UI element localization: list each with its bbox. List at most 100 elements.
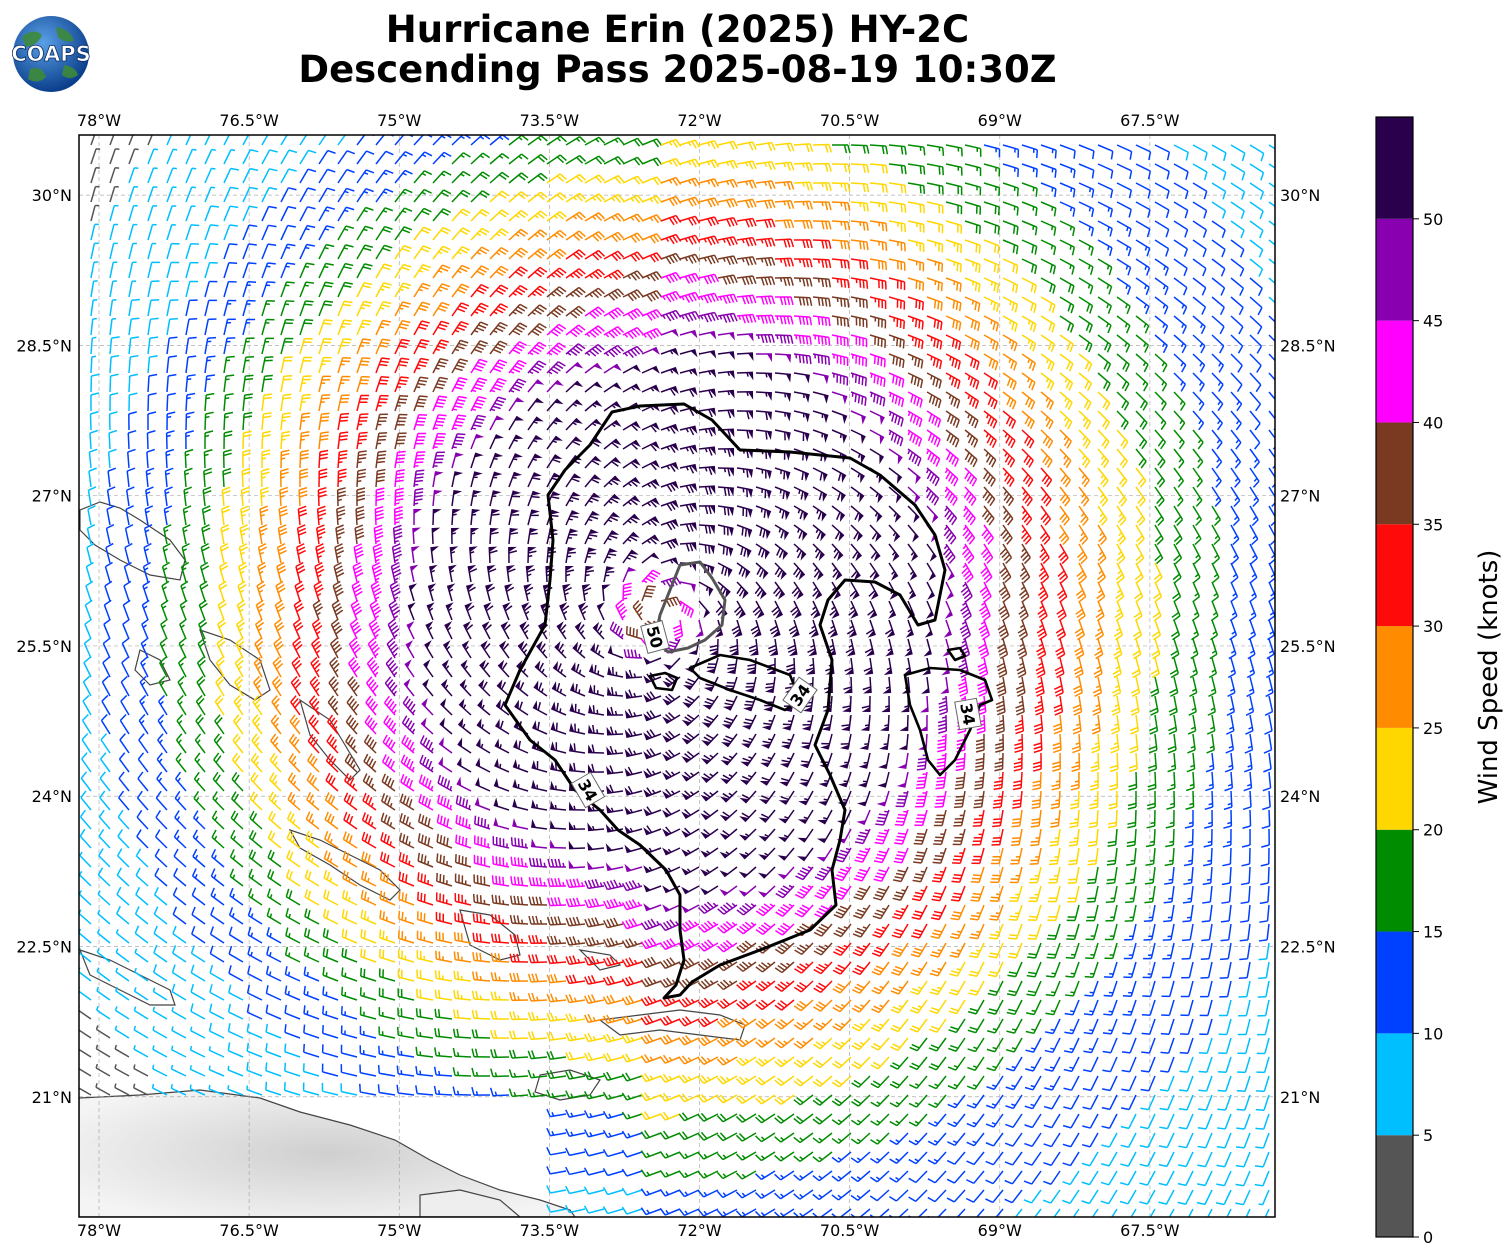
- wind-barb: [717, 331, 735, 341]
- wind-barb: [945, 296, 962, 312]
- wind-barb: [432, 189, 452, 203]
- wind-barb: [546, 154, 567, 165]
- wind-barb: [1116, 201, 1132, 218]
- wind-barb: [1116, 144, 1133, 160]
- wind-barb: [1249, 201, 1264, 220]
- wind-barb: [1116, 296, 1131, 315]
- wind-barb: [166, 135, 173, 146]
- lon-tick-label: 73.5°W: [520, 111, 580, 130]
- wind-barb: [90, 298, 98, 317]
- wind-barb: [793, 181, 814, 191]
- lat-tick-label: 28.5°N: [1280, 336, 1336, 355]
- wind-barb: [1192, 182, 1208, 200]
- wind-barb: [926, 182, 944, 195]
- wind-barb: [679, 215, 701, 226]
- wind-barb: [603, 193, 625, 203]
- wind-barb: [527, 285, 548, 298]
- wind-barb: [1021, 315, 1037, 333]
- wind-barb: [755, 199, 776, 209]
- wind-barb: [204, 299, 217, 317]
- wind-barb: [508, 284, 528, 298]
- wind-barb: [1192, 239, 1207, 258]
- wind-barb: [926, 258, 944, 272]
- wind-barb: [1097, 239, 1113, 256]
- wind-barb: [945, 201, 963, 215]
- wind-barb: [432, 301, 450, 317]
- wind-barb: [128, 242, 137, 260]
- wind-barb: [717, 255, 738, 266]
- wind-barb: [1211, 239, 1226, 258]
- wind-barb: [375, 244, 393, 260]
- wind-barb: [1154, 277, 1169, 296]
- wind-barb: [432, 245, 451, 260]
- wind-barb: [109, 261, 118, 279]
- wind-barb: [413, 301, 431, 317]
- wind-barb: [565, 324, 586, 338]
- wind-barb: [1173, 315, 1187, 334]
- wind-barb: [318, 281, 334, 298]
- wind-barb: [166, 223, 176, 241]
- wind-barb: [736, 160, 757, 170]
- wind-barb: [90, 204, 100, 222]
- wind-barb: [337, 206, 355, 222]
- wind-barb: [147, 298, 160, 317]
- wind-barb: [204, 148, 216, 165]
- wind-barb: [584, 306, 605, 319]
- wind-barb: [147, 186, 158, 203]
- wind-barb: [166, 148, 178, 165]
- wind-barb: [223, 205, 239, 222]
- wind-barb: [1059, 296, 1075, 314]
- wind-barb: [774, 161, 795, 171]
- wind-barb: [926, 239, 944, 253]
- wind-barb: [318, 149, 336, 165]
- wind-barb: [1078, 277, 1094, 295]
- wind-barb: [546, 323, 567, 337]
- wind-barb: [1135, 163, 1152, 180]
- wind-barb: [413, 245, 432, 260]
- wind-barb: [299, 300, 314, 317]
- wind-barb: [1040, 258, 1057, 275]
- wind-barb: [1097, 182, 1114, 199]
- wind-barb: [527, 248, 548, 260]
- wind-barb: [242, 318, 256, 336]
- wind-barb: [698, 216, 720, 227]
- wind-barb: [242, 167, 259, 184]
- wind-barb: [983, 277, 1000, 293]
- wind-barb: [1040, 239, 1057, 256]
- wind-barb: [1192, 296, 1207, 315]
- lon-tick-label: 72°W: [677, 111, 721, 130]
- wind-barb: [280, 149, 298, 165]
- wind-barb: [1211, 144, 1227, 162]
- wind-barb: [109, 204, 119, 222]
- wind-barb: [660, 252, 682, 265]
- wind-barb: [261, 186, 278, 203]
- wind-barb: [565, 192, 586, 203]
- wind-barb: [1002, 220, 1019, 236]
- colorbar-bin: [1376, 218, 1413, 321]
- wind-barb: [1078, 315, 1093, 334]
- lat-tick-label: 27°N: [1280, 487, 1320, 506]
- wind-barb: [1211, 315, 1225, 335]
- wind-barb: [299, 168, 317, 184]
- wind-barb: [1059, 201, 1076, 217]
- wind-barb: [261, 205, 277, 222]
- wind-barb: [1002, 258, 1019, 274]
- wind-barb: [432, 320, 450, 336]
- wind-barb: [527, 135, 548, 146]
- wind-barb: [166, 242, 180, 260]
- wind-barb: [717, 293, 738, 304]
- colorbar-tick-label: 10: [1423, 1024, 1443, 1043]
- wind-barb: [1135, 220, 1151, 238]
- wind-barb: [1097, 163, 1114, 179]
- wind-barb: [774, 334, 794, 344]
- wind-barb: [964, 334, 980, 351]
- wind-barb: [527, 153, 548, 165]
- wind-barb: [1135, 144, 1152, 161]
- wind-barb: [983, 334, 999, 351]
- wind-barb: [489, 209, 509, 222]
- wind-barb: [850, 334, 868, 348]
- colorbar-tick-label: 50: [1423, 210, 1443, 229]
- wind-barb: [1173, 277, 1188, 296]
- wind-barb: [166, 186, 177, 203]
- wind-barb: [812, 201, 832, 211]
